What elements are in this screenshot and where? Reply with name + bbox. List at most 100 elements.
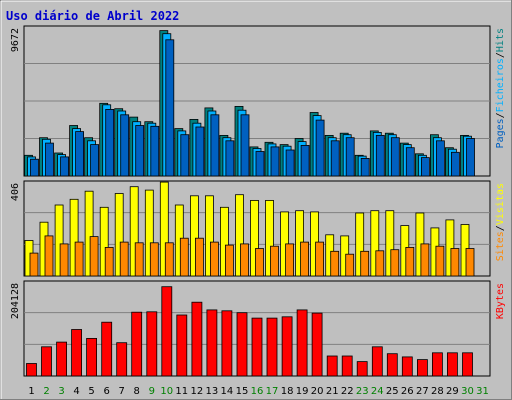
x-label-day-1: 1 [28, 386, 34, 397]
x-label-day-9: 9 [149, 386, 155, 397]
bar-pages-day-30 [466, 138, 475, 177]
bar-pages-day-23 [360, 157, 370, 177]
legend-entry: Ficheiros [495, 58, 506, 112]
bar-sites-day-2 [44, 235, 54, 277]
bar-sites-day-17 [270, 245, 279, 277]
bar-visitas-day-24 [370, 210, 380, 277]
bar-sites-day-27 [420, 243, 430, 277]
bar-sites-day-25 [390, 249, 400, 277]
bar-kbytes-day-17 [266, 317, 278, 377]
x-label-day-7: 7 [119, 386, 125, 397]
panel-bottom: 204128 KBytes [10, 280, 506, 377]
bar-visitas-day-6 [99, 206, 109, 277]
x-label-day-3: 3 [58, 386, 64, 397]
bar-sites-day-19 [300, 241, 310, 277]
bar-sites-day-16 [255, 248, 264, 277]
bar-kbytes-day-22 [341, 355, 353, 377]
x-label-day-29: 29 [446, 386, 459, 397]
bar-sites-day-15 [240, 243, 249, 277]
bar-kbytes-day-19 [296, 309, 308, 377]
bar-kbytes-day-11 [176, 314, 188, 377]
bar-pages-day-1 [30, 158, 39, 177]
legend-entry: Pages [495, 118, 506, 148]
bar-sites-day-21 [330, 250, 340, 277]
x-label-day-17: 17 [266, 386, 279, 397]
bar-kbytes-day-5 [86, 337, 97, 377]
bar-pages-day-5 [90, 144, 99, 177]
x-label-day-16: 16 [251, 386, 264, 397]
bar-pages-day-22 [345, 137, 355, 177]
x-label-day-28: 28 [431, 386, 444, 397]
legend-entry: Visitas [495, 183, 506, 225]
bar-kbytes-day-18 [281, 316, 293, 377]
bar-sites-day-5 [89, 236, 99, 277]
bar-kbytes-day-27 [416, 359, 428, 377]
x-label-day-2: 2 [43, 386, 49, 397]
x-label-day-19: 19 [296, 386, 309, 397]
bar-sites-day-20 [315, 241, 325, 277]
panel-middle: 406 Sites/Visitas [10, 180, 506, 277]
x-label-day-22: 22 [341, 386, 354, 397]
bar-pages-day-17 [270, 146, 280, 177]
legend-middle: Sites/Visitas [495, 183, 506, 261]
bar-sites-day-7 [119, 241, 129, 277]
bar-sites-day-11 [179, 237, 189, 277]
x-label-day-23: 23 [356, 386, 369, 397]
bar-sites-day-12 [194, 237, 204, 277]
bar-pages-day-8 [135, 125, 145, 177]
legend-entry: KBytes [495, 283, 506, 319]
panel-top: 9672 Pages/Ficheiros/Hits [10, 25, 506, 177]
bar-pages-day-11 [180, 134, 190, 177]
bar-sites-day-14 [224, 244, 234, 277]
bar-pages-day-6 [105, 109, 115, 177]
bar-kbytes-day-28 [431, 352, 443, 377]
bar-visitas-day-16 [250, 199, 259, 277]
bar-visitas-day-17 [265, 199, 274, 277]
bar-kbytes-day-13 [206, 309, 218, 377]
bar-visitas-day-9 [144, 189, 154, 277]
bar-pages-day-9 [150, 125, 160, 177]
x-label-day-15: 15 [236, 386, 249, 397]
legend-entry: Sites [495, 231, 506, 261]
x-label-day-24: 24 [371, 386, 384, 397]
bar-sites-day-22 [345, 253, 355, 277]
bar-kbytes-day-3 [56, 341, 67, 377]
bar-sites-day-13 [209, 241, 219, 277]
x-label-day-11: 11 [175, 386, 188, 397]
bar-sites-day-6 [104, 246, 114, 277]
bar-pages-day-7 [120, 114, 130, 177]
x-label-day-4: 4 [73, 386, 79, 397]
x-label-day-30: 30 [461, 386, 474, 397]
bar-kbytes-day-10 [161, 286, 173, 377]
x-label-day-31: 31 [476, 386, 489, 397]
x-label-day-12: 12 [191, 386, 204, 397]
bar-sites-day-3 [59, 243, 69, 277]
x-label-day-10: 10 [160, 386, 173, 397]
bar-kbytes-day-21 [326, 355, 338, 377]
x-label-day-13: 13 [206, 386, 219, 397]
bar-kbytes-day-23 [356, 361, 368, 377]
bar-visitas-day-4 [69, 198, 79, 277]
legend-entry: Hits [495, 28, 506, 52]
y-max-label: 9672 [10, 28, 21, 52]
bar-pages-day-20 [315, 119, 325, 177]
y-max-label: 204128 [10, 283, 21, 319]
bar-kbytes-day-6 [101, 321, 113, 377]
bar-kbytes-day-12 [191, 301, 203, 377]
bar-pages-day-25 [390, 137, 400, 177]
bar-pages-day-29 [450, 151, 460, 177]
bar-sites-day-23 [360, 250, 370, 277]
x-label-day-14: 14 [221, 386, 234, 397]
bar-sites-day-18 [285, 243, 295, 277]
chart-title: Uso diário de Abril 2022 [6, 9, 179, 23]
x-label-day-26: 26 [401, 386, 414, 397]
bar-visitas-day-7 [114, 193, 124, 277]
bar-pages-day-19 [300, 144, 310, 177]
bar-visitas-day-10 [159, 181, 169, 277]
x-label-day-8: 8 [134, 386, 140, 397]
bar-pages-day-26 [405, 147, 415, 177]
bar-pages-day-3 [60, 156, 69, 177]
legend-top: Pages/Ficheiros/Hits [495, 28, 506, 148]
bar-visitas-day-15 [235, 194, 244, 277]
